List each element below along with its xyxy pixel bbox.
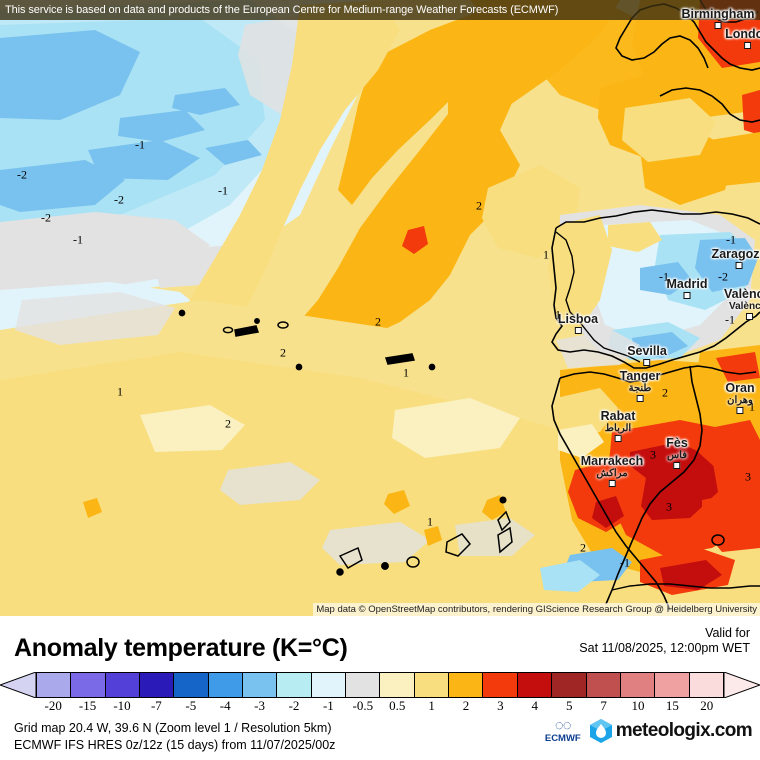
colorbar-cell bbox=[346, 673, 381, 697]
contour-value-label: 1 bbox=[543, 247, 549, 262]
colorbar-tick: 0.5 bbox=[389, 698, 406, 713]
contour-value-label: -2 bbox=[114, 192, 124, 207]
ecmwf-mark-icon: ◌◌ bbox=[554, 716, 572, 734]
colorbar-tick: -10 bbox=[113, 698, 131, 713]
ecmwf-disclaimer-banner: This service is based on data and produc… bbox=[0, 0, 760, 20]
meteologix-wordmark: meteologix.com bbox=[615, 720, 753, 741]
colorbar[interactable] bbox=[0, 672, 760, 698]
colorbar-tick: 3 bbox=[497, 698, 504, 713]
meteologix-logo[interactable]: meteologix.com bbox=[589, 718, 753, 744]
anomaly-temperature-map[interactable]: This service is based on data and produc… bbox=[0, 0, 760, 616]
colorbar-tick: -1 bbox=[322, 698, 334, 713]
colorbar-cell bbox=[517, 673, 553, 697]
colorbar-cell bbox=[37, 673, 72, 697]
contour-value-label: -2 bbox=[17, 167, 27, 182]
contour-value-label: 2 bbox=[662, 385, 668, 400]
contour-value-label: 3 bbox=[666, 499, 672, 514]
colorbar-cell bbox=[105, 673, 141, 697]
valid-for-time: Sat 11/08/2025, 12:00pm WET bbox=[579, 641, 750, 655]
contour-value-label: 1 bbox=[117, 384, 123, 399]
branding[interactable]: ◌◌ ECMWF meteologix.com bbox=[544, 716, 753, 744]
valid-for-label: Valid for bbox=[705, 626, 750, 640]
colorbar-tick: 1 bbox=[428, 698, 435, 713]
contour-value-label: 1 bbox=[555, 307, 561, 322]
colorbar-tick: 7 bbox=[600, 698, 607, 713]
contour-value-label: -2 bbox=[718, 269, 728, 284]
colorbar-tick: -7 bbox=[150, 698, 162, 713]
contour-value-label: -2 bbox=[41, 210, 51, 225]
colorbar-cell bbox=[414, 673, 450, 697]
colorbar-cell bbox=[208, 673, 244, 697]
contour-value-label: -1 bbox=[73, 232, 83, 247]
contour-value-label: -1 bbox=[659, 269, 669, 284]
grid-info-line: Grid map 20.4 W, 39.6 N (Zoom level 1 / … bbox=[14, 721, 332, 735]
colorbar-cell bbox=[71, 673, 106, 697]
footer-info: Grid map 20.4 W, 39.6 N (Zoom level 1 / … bbox=[14, 720, 335, 754]
colorbar-tick: -3 bbox=[254, 698, 266, 713]
legend-panel: Anomaly temperature (K=°C) Valid for Sat… bbox=[0, 616, 760, 760]
contour-value-label: 2 bbox=[375, 314, 381, 329]
colorbar-cells bbox=[36, 672, 724, 698]
colorbar-cell bbox=[689, 673, 723, 697]
map-raster bbox=[0, 0, 760, 616]
colorbar-tick: 10 bbox=[631, 698, 645, 713]
contour-value-label: 2 bbox=[225, 416, 231, 431]
colorbar-cell bbox=[380, 673, 415, 697]
contour-value-label: 3 bbox=[745, 469, 751, 484]
colorbar-tick: 5 bbox=[565, 698, 573, 713]
colorbar-cell bbox=[243, 673, 278, 697]
colorbar-tick: -15 bbox=[78, 698, 97, 713]
contour-value-label: 2 bbox=[280, 345, 286, 360]
colorbar-cell bbox=[620, 673, 656, 697]
colorbar-arrow-left bbox=[0, 672, 36, 698]
meteologix-droplet-icon bbox=[589, 719, 612, 743]
ecmwf-logo: ◌◌ ECMWF bbox=[544, 716, 581, 744]
model-run-line: ECMWF IFS HRES 0z/12z (15 days) from 11/… bbox=[14, 738, 336, 752]
colorbar-tick: 15 bbox=[665, 698, 679, 713]
contour-value-label: -1 bbox=[218, 183, 228, 198]
contour-value-label: -1 bbox=[620, 555, 630, 570]
colorbar-tick: -20 bbox=[44, 698, 62, 713]
colorbar-cell bbox=[586, 673, 621, 697]
map-attribution: Map data © OpenStreetMap contributors, r… bbox=[313, 603, 760, 616]
contour-value-label: 1 bbox=[403, 365, 409, 380]
colorbar-cell bbox=[449, 673, 484, 697]
valid-for-block: Valid for Sat 11/08/2025, 12:00pm WET bbox=[579, 626, 750, 656]
colorbar-tick-labels: -20 -15 -10 -7 -5 -4 -3 -2 -1 -0.5 0.5 1 2 3 4 5 7 10 15 20 bbox=[0, 698, 760, 718]
colorbar-cell bbox=[277, 673, 312, 697]
colorbar-tick: -5 bbox=[185, 698, 197, 713]
colorbar-tick: 20 bbox=[700, 698, 714, 713]
colorbar-arrow-right bbox=[724, 672, 760, 698]
colorbar-tick: -2 bbox=[288, 698, 300, 713]
contour-value-label: 1 bbox=[427, 514, 433, 529]
colorbar-tick: 2 bbox=[462, 698, 470, 713]
contour-value-label: -1 bbox=[135, 137, 145, 152]
colorbar-cell bbox=[483, 673, 518, 697]
contour-value-label: 1 bbox=[749, 399, 755, 414]
colorbar-cell bbox=[655, 673, 690, 697]
colorbar-cell bbox=[311, 673, 347, 697]
colorbar-tick: -4 bbox=[219, 698, 231, 713]
colorbar-cell bbox=[174, 673, 209, 697]
contour-value-label: -1 bbox=[725, 312, 735, 327]
legend-title: Anomaly temperature (K=°C) bbox=[14, 634, 348, 662]
contour-value-label: 2 bbox=[476, 198, 482, 213]
colorbar-cell bbox=[140, 673, 175, 697]
colorbar-tick: -0.5 bbox=[352, 698, 374, 713]
colorbar-cell bbox=[552, 673, 587, 697]
contour-value-label: 2 bbox=[580, 540, 586, 555]
ecmwf-logo-text: ECMWF bbox=[544, 732, 581, 744]
colorbar-tick: 4 bbox=[531, 698, 539, 713]
contour-value-label: -1 bbox=[726, 232, 736, 247]
contour-value-label: 3 bbox=[650, 447, 656, 462]
